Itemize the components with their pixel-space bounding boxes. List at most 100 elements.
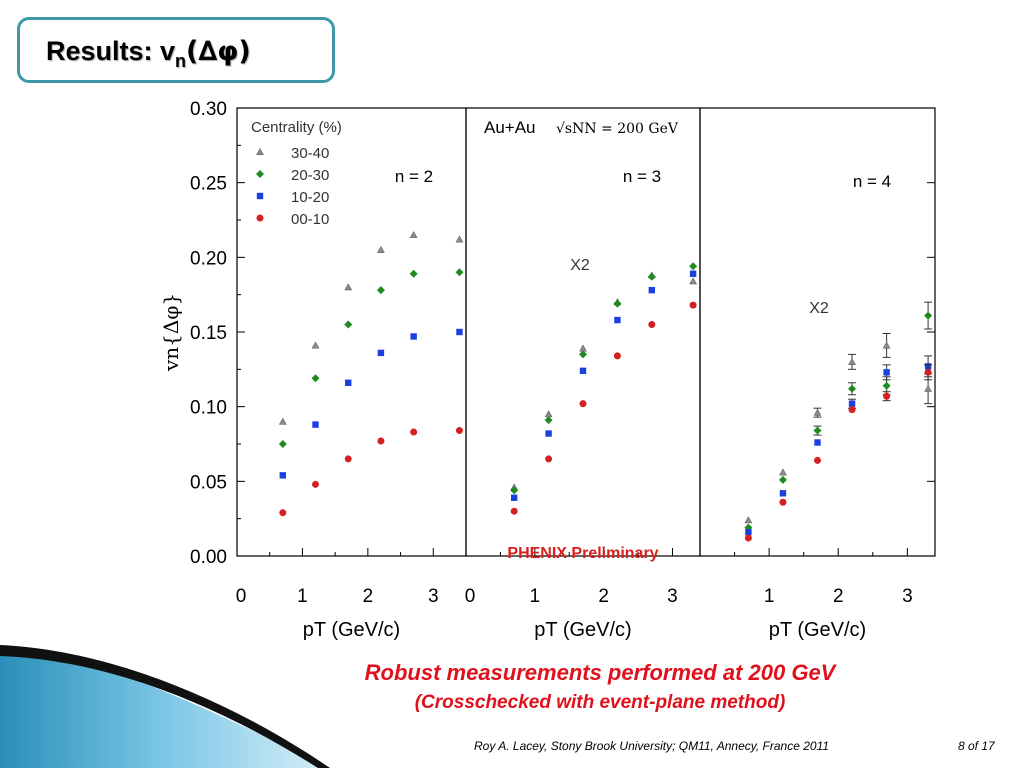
- data-point: [312, 480, 320, 488]
- legend-marker: [256, 147, 264, 156]
- harmonic-label: n = 2: [395, 167, 433, 186]
- data-point: [377, 245, 385, 253]
- data-point: [648, 321, 656, 329]
- panel-frame: [465, 107, 701, 557]
- data-point: [455, 427, 463, 435]
- data-point: [545, 455, 553, 463]
- data-point: [579, 367, 587, 375]
- legend-marker: [256, 214, 264, 222]
- data-point: [813, 426, 822, 435]
- x-tick-label: 2: [363, 586, 374, 607]
- data-point: [579, 344, 587, 352]
- legend-label: 10-20: [291, 189, 329, 206]
- preliminary-label: PHENIX Preliminary: [507, 545, 658, 562]
- collision-system: Au+Au: [484, 118, 536, 137]
- y-tick-label: 0.00: [190, 547, 227, 568]
- data-point: [924, 368, 932, 376]
- x-tick-label: 2: [833, 586, 844, 607]
- data-point: [510, 494, 518, 501]
- legend-marker: [256, 170, 264, 178]
- caption-sub: (Crosschecked with event-plane method): [414, 692, 786, 713]
- data-point: [779, 490, 787, 497]
- data-point: [744, 516, 753, 524]
- data-point: [579, 350, 587, 359]
- data-point: [344, 283, 353, 291]
- data-point: [882, 381, 891, 390]
- data-point: [848, 400, 856, 407]
- data-point: [278, 417, 287, 425]
- footer-credit: Roy A. Lacey, Stony Brook University; QM…: [474, 739, 830, 753]
- x-tick-label: 2: [598, 586, 609, 607]
- x-tick-label: 1: [297, 586, 308, 607]
- data-point: [455, 268, 464, 277]
- slide-title: Results: vn(∆φ): [46, 36, 251, 71]
- data-point: [779, 498, 787, 506]
- data-point: [545, 430, 552, 437]
- data-point: [544, 416, 553, 425]
- data-point: [544, 410, 553, 418]
- scale-annotation: X2: [809, 300, 829, 317]
- data-point: [344, 455, 352, 463]
- y-tick-label: 0.10: [190, 398, 227, 419]
- data-point: [882, 341, 891, 349]
- x-tick-label: 0: [465, 586, 476, 607]
- data-point: [409, 269, 418, 278]
- data-point: [689, 301, 697, 309]
- data-point: [848, 384, 857, 393]
- data-point: [814, 439, 821, 446]
- y-tick-label: 0.20: [190, 248, 227, 269]
- data-point: [813, 408, 822, 416]
- data-point: [410, 333, 417, 340]
- title-subscript: n: [175, 51, 187, 71]
- panel-frame: [699, 107, 936, 557]
- data-point: [455, 235, 464, 243]
- y-tick-label: 0.15: [190, 323, 227, 344]
- caption-main: Robust measurements performed at 200 GeV: [364, 660, 836, 685]
- data-point: [311, 374, 320, 383]
- x-axis-label: pT (GeV/c): [769, 619, 866, 641]
- data-point: [312, 421, 319, 428]
- data-point: [579, 400, 587, 408]
- data-point: [814, 456, 821, 464]
- harmonic-label: n = 4: [853, 172, 891, 191]
- data-point: [779, 468, 787, 476]
- x-axis-label: pT (GeV/c): [534, 619, 631, 641]
- data-point: [345, 379, 352, 386]
- legend-label: 20-30: [291, 167, 329, 184]
- data-point: [279, 509, 287, 517]
- x-axis-label: pT (GeV/c): [303, 619, 400, 641]
- data-point: [409, 230, 418, 238]
- data-point: [510, 486, 519, 495]
- energy-label: √sNN = 200 GeV: [556, 121, 679, 137]
- data-point: [924, 384, 933, 392]
- x-tick-label: 1: [530, 586, 541, 607]
- data-point: [377, 437, 385, 445]
- data-point: [377, 349, 385, 357]
- data-point: [613, 352, 621, 360]
- legend-label: 00-10: [291, 211, 329, 228]
- data-point: [614, 316, 621, 324]
- data-point: [648, 286, 656, 294]
- harmonic-label: n = 3: [623, 167, 661, 186]
- data-point: [689, 262, 698, 271]
- legend-title: Centrality (%): [251, 119, 342, 136]
- page-number: 8 of 17: [958, 739, 995, 753]
- data-point: [510, 507, 518, 515]
- data-point: [744, 534, 752, 542]
- data-point: [883, 392, 891, 400]
- x-tick-label: 3: [428, 586, 439, 607]
- y-axis-label: vn{Δφ}: [159, 293, 183, 372]
- x-tick-label: 3: [902, 586, 913, 607]
- data-point: [279, 472, 286, 479]
- x-tick-label: 0: [236, 586, 247, 607]
- data-point: [924, 311, 933, 320]
- data-point: [647, 272, 656, 281]
- data-point: [410, 428, 418, 436]
- data-point: [613, 299, 622, 308]
- data-point: [848, 406, 856, 414]
- scale-annotation: X2: [570, 257, 590, 274]
- data-point: [278, 440, 287, 448]
- data-point: [689, 277, 698, 285]
